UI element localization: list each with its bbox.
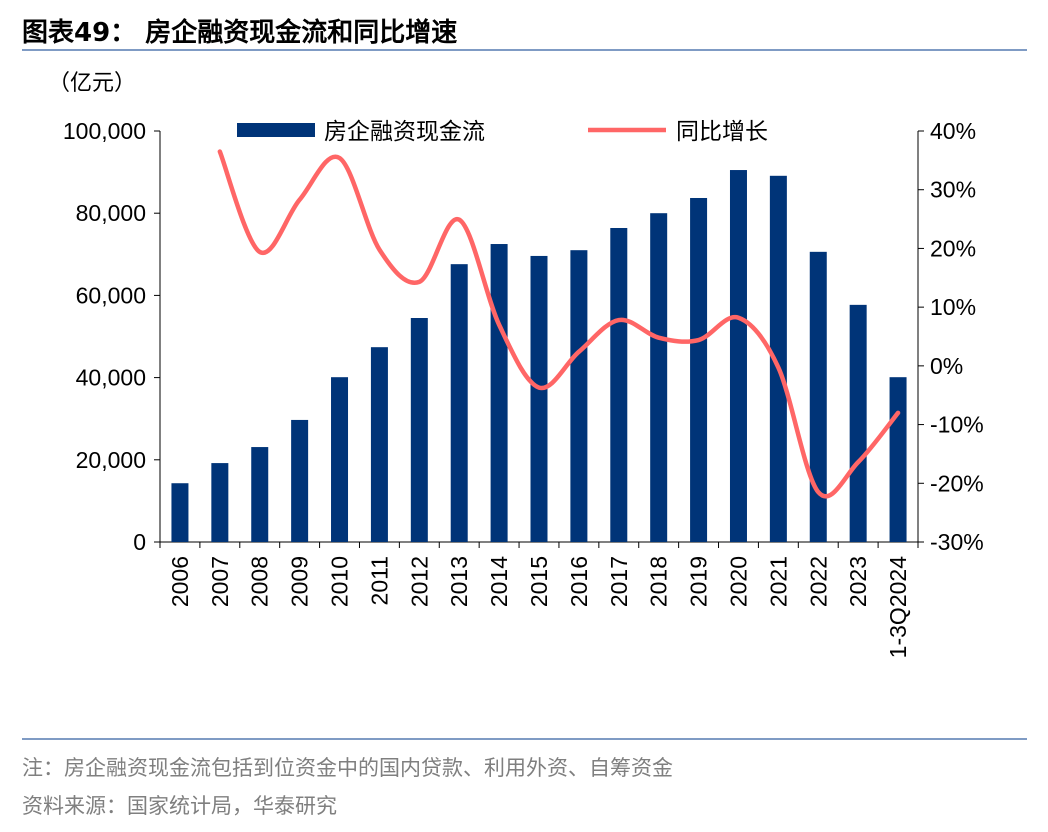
bar-2019 — [690, 197, 708, 543]
right-tick-label: -30% — [930, 529, 984, 555]
bar-2017 — [610, 227, 628, 542]
bar-2008 — [251, 447, 269, 542]
x-tick-label: 2006 — [167, 556, 193, 607]
bar-2022 — [809, 251, 827, 543]
x-tick-label: 2020 — [725, 556, 751, 607]
x-tick-label: 2015 — [526, 556, 552, 607]
title-rule — [22, 49, 1027, 51]
x-tick-label: 2008 — [247, 556, 273, 607]
left-tick-label: 40,000 — [76, 365, 146, 391]
bar-2009 — [291, 419, 309, 542]
bar-2014 — [490, 244, 508, 542]
unit-label: （亿元） — [48, 71, 136, 96]
bar-2010 — [331, 377, 349, 542]
x-tick-label: 2014 — [486, 556, 512, 607]
right-tick-label: 30% — [930, 177, 976, 203]
left-tick-label: 0 — [133, 529, 146, 555]
x-tick-label: 2021 — [765, 556, 791, 607]
x-tick-label: 2013 — [446, 556, 472, 607]
bar-2012 — [410, 318, 428, 542]
x-tick-label: 2019 — [686, 556, 712, 607]
chart-svg: （亿元） 0 20,000 40,000 60,000 80,000 100,000 -30… — [48, 71, 984, 659]
footer-rule — [22, 738, 1027, 740]
legend-line-label: 同比增长 — [676, 119, 768, 145]
right-tick-label: 20% — [930, 235, 976, 261]
x-tick-label: 2023 — [845, 556, 871, 607]
right-tick-label: -20% — [930, 470, 984, 496]
footnote: 注：房企融资现金流包括到位资金中的国内贷款、利用外资、自筹资金 — [22, 756, 673, 780]
bar-1-3Q2024 — [889, 377, 907, 542]
left-tick-label: 60,000 — [76, 282, 146, 308]
x-tick-label: 2016 — [566, 556, 592, 607]
left-tick-label: 20,000 — [76, 447, 146, 473]
x-tick-label: 2009 — [287, 556, 313, 607]
growth-line — [217, 149, 901, 499]
x-tick-label: 1-3Q2024 — [885, 556, 911, 659]
x-tick-label: 2011 — [366, 556, 392, 605]
legend-bar-swatch — [237, 123, 315, 137]
right-tick-label: 10% — [930, 294, 976, 320]
left-tick-label: 100,000 — [63, 118, 146, 144]
bar-2006 — [171, 483, 189, 542]
right-tick-label: 40% — [930, 118, 976, 144]
x-tick-label: 2007 — [207, 556, 233, 607]
x-tick-label: 2018 — [646, 556, 672, 607]
figure-title: 图表49： 房企融资现金流和同比增速 — [22, 18, 458, 48]
bar-2018 — [650, 213, 668, 542]
bar-2011 — [370, 347, 388, 542]
x-tick-label: 2012 — [406, 556, 432, 607]
source-note: 资料来源：国家统计局，华泰研究 — [22, 794, 337, 818]
bar-2007 — [211, 463, 229, 542]
bar-2020 — [729, 170, 747, 543]
bar-2021 — [769, 175, 787, 542]
x-tick-label: 2017 — [606, 556, 632, 607]
left-tick-label: 80,000 — [76, 200, 146, 226]
right-tick-label: -10% — [930, 412, 984, 438]
bar-2016 — [570, 250, 588, 542]
right-tick-label: 0% — [930, 353, 963, 379]
bar-2023 — [849, 304, 867, 542]
legend-bar-label: 房企融资现金流 — [324, 119, 485, 145]
bar-2015 — [530, 255, 548, 542]
x-tick-label: 2010 — [327, 556, 353, 607]
bar-2013 — [450, 264, 468, 542]
x-tick-label: 2022 — [805, 556, 831, 607]
